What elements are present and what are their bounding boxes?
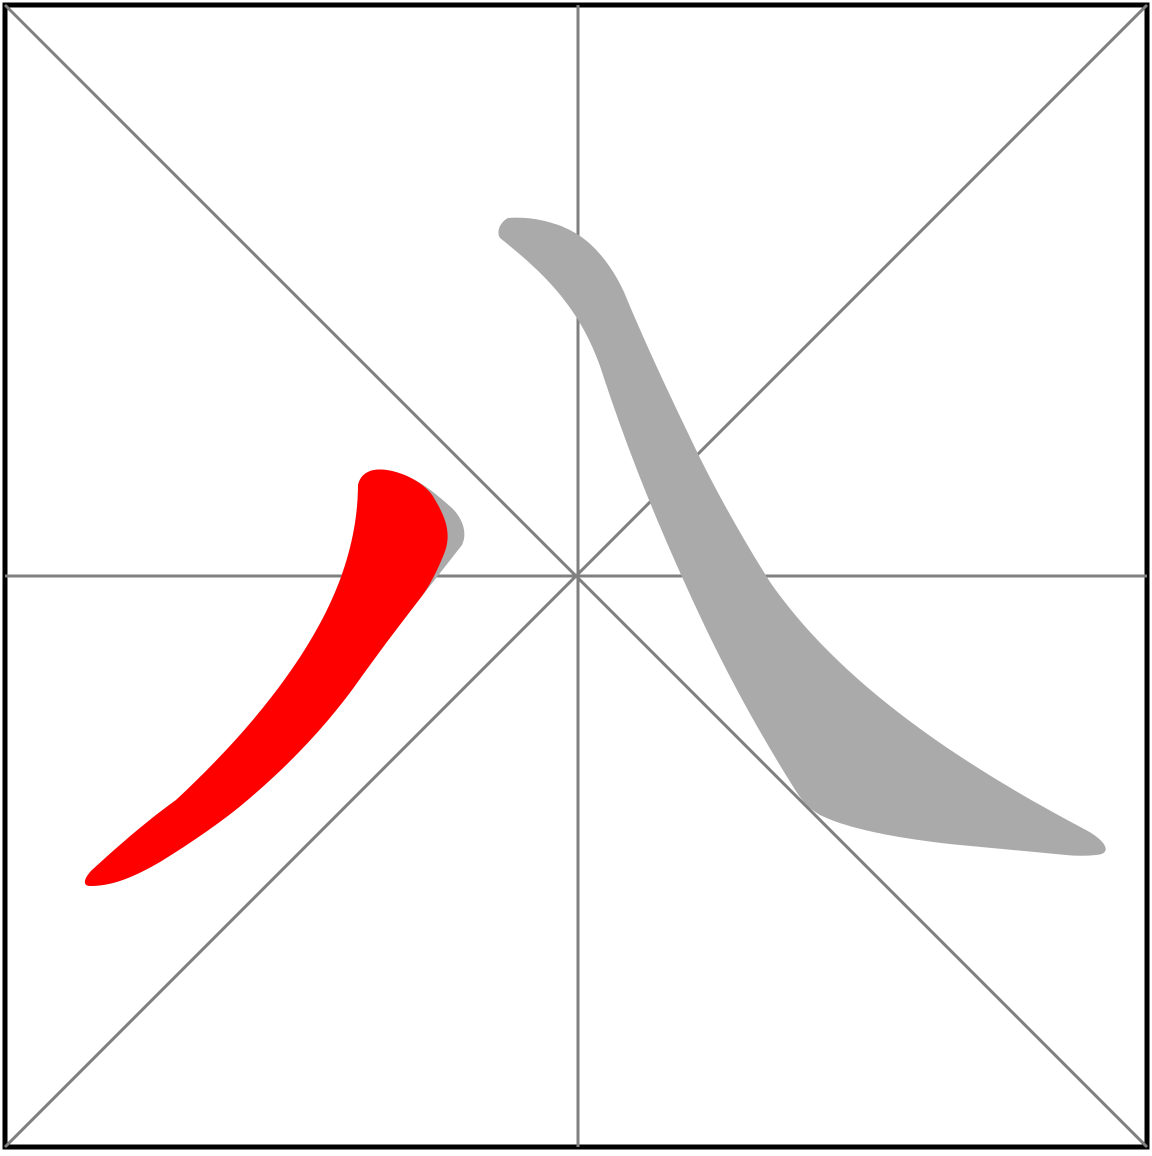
guide-diagonal-up bbox=[3, 3, 1149, 1149]
stroke-2-outline bbox=[498, 217, 1106, 856]
stroke-1-highlighted bbox=[84, 469, 448, 886]
